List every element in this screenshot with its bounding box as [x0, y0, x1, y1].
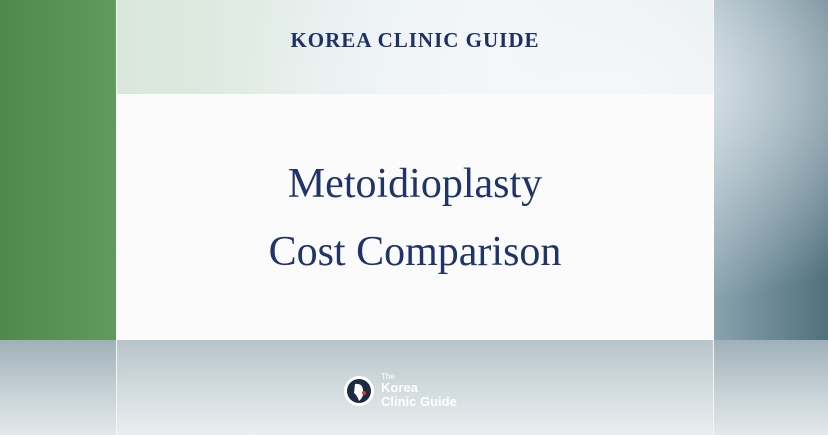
logo: The Korea Clinic Guide [343, 373, 457, 409]
logo-line: Korea [381, 380, 418, 395]
site-title: KOREA CLINIC GUIDE [290, 28, 540, 52]
headline-line: Cost Comparison [268, 229, 562, 275]
logo-small: The [381, 372, 395, 381]
headline-card: Metoidioplasty Cost Comparison [116, 94, 714, 340]
logo-icon [344, 376, 374, 406]
headline-line: Metoidioplasty [287, 161, 543, 207]
header-band [116, 0, 714, 94]
logo-line: Clinic Guide [381, 394, 457, 409]
floor [0, 340, 828, 435]
